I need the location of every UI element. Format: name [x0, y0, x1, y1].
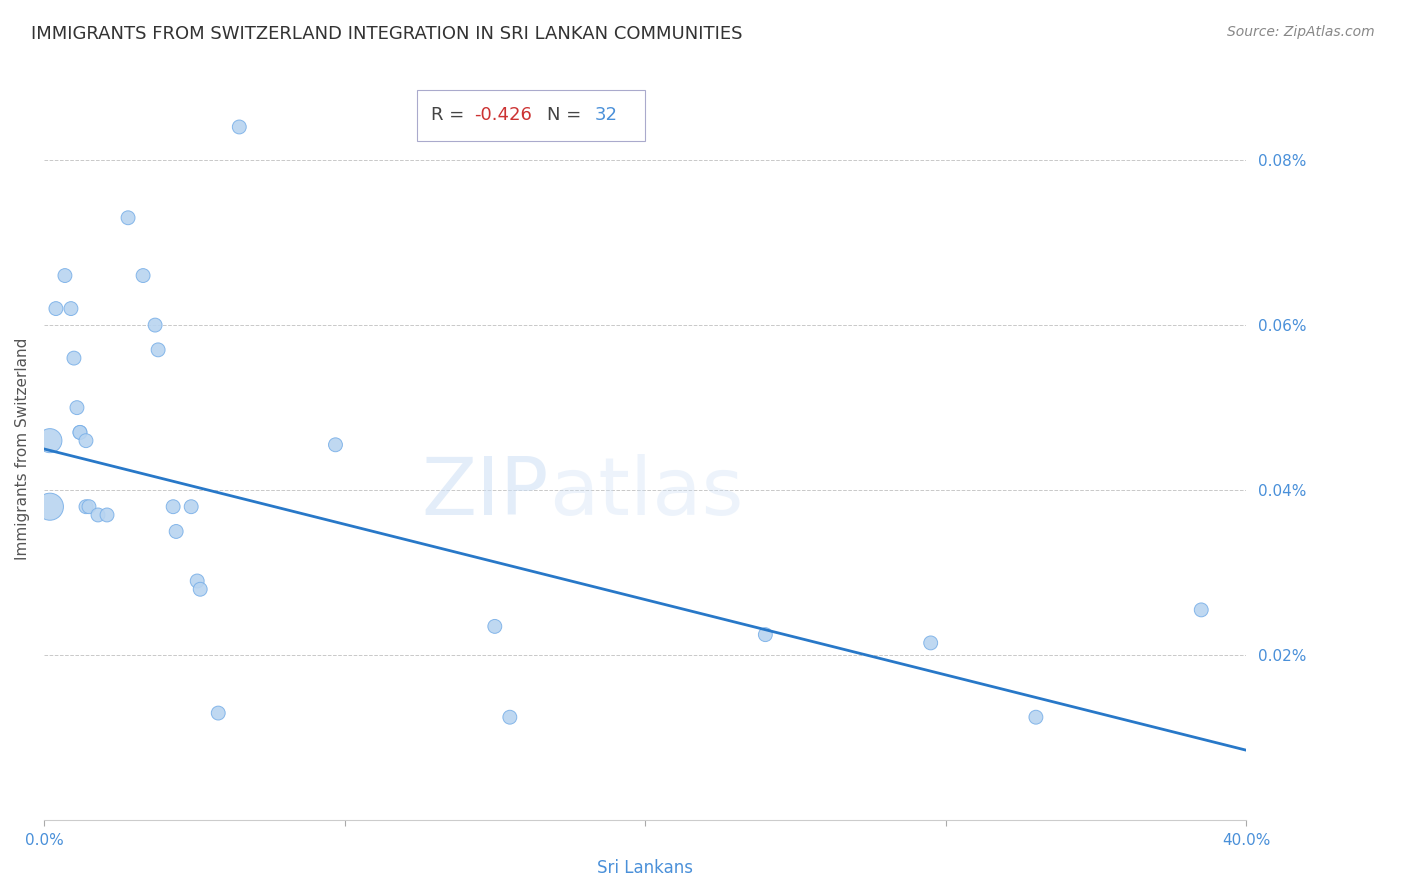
Point — [1025, 710, 1047, 724]
Point — [186, 574, 208, 588]
Point — [59, 301, 82, 316]
Text: 32: 32 — [595, 106, 617, 124]
Point — [484, 619, 506, 633]
Text: Source: ZipAtlas.com: Source: ZipAtlas.com — [1227, 25, 1375, 39]
Point — [228, 120, 250, 134]
Point — [87, 508, 110, 522]
X-axis label: Sri Lankans: Sri Lankans — [598, 859, 693, 877]
Point — [188, 582, 211, 597]
Point — [162, 500, 184, 514]
Point — [132, 268, 155, 283]
Point — [53, 268, 76, 283]
Point — [499, 710, 522, 724]
Text: N =: N = — [547, 106, 586, 124]
Text: R =: R = — [432, 106, 470, 124]
Point — [180, 500, 202, 514]
Point — [146, 343, 169, 357]
Point — [45, 301, 67, 316]
Point — [38, 434, 60, 448]
Point — [66, 401, 89, 415]
Point — [75, 434, 97, 448]
Point — [165, 524, 187, 539]
Point — [38, 500, 60, 514]
Point — [920, 636, 942, 650]
Point — [63, 351, 86, 365]
Text: ZIP: ZIP — [422, 455, 548, 533]
Point — [207, 706, 229, 720]
Point — [69, 425, 91, 440]
Y-axis label: Immigrants from Switzerland: Immigrants from Switzerland — [15, 338, 30, 560]
Point — [69, 425, 91, 440]
Point — [143, 318, 166, 332]
Point — [77, 500, 100, 514]
Point — [754, 627, 776, 641]
Point — [75, 500, 97, 514]
Point — [325, 438, 347, 452]
Point — [117, 211, 139, 225]
Text: atlas: atlas — [548, 455, 744, 533]
Point — [96, 508, 118, 522]
Point — [1189, 603, 1212, 617]
Text: -0.426: -0.426 — [474, 106, 533, 124]
Text: IMMIGRANTS FROM SWITZERLAND INTEGRATION IN SRI LANKAN COMMUNITIES: IMMIGRANTS FROM SWITZERLAND INTEGRATION … — [31, 25, 742, 43]
FancyBboxPatch shape — [416, 90, 645, 141]
